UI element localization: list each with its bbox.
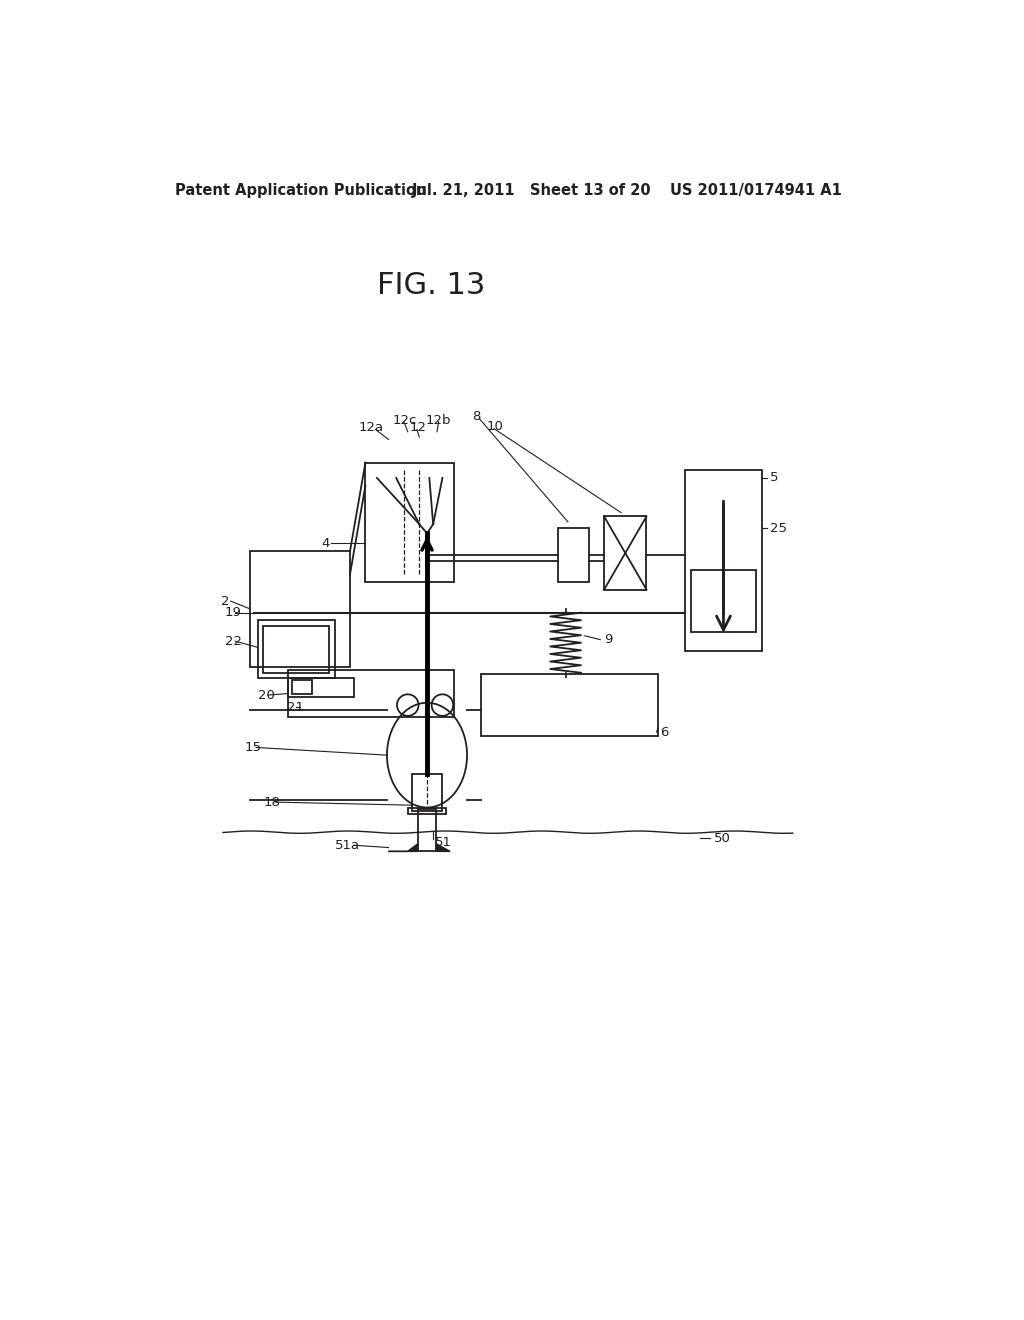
- Text: 51: 51: [435, 836, 452, 849]
- Bar: [691, 570, 756, 632]
- Bar: [366, 462, 454, 582]
- Text: 6: 6: [660, 726, 669, 739]
- Text: 21: 21: [287, 701, 304, 714]
- Bar: [481, 675, 658, 737]
- Bar: [558, 528, 589, 582]
- Text: US 2011/0174941 A1: US 2011/0174941 A1: [670, 183, 842, 198]
- Text: 19: 19: [224, 606, 242, 619]
- Text: 5: 5: [770, 471, 778, 484]
- Bar: [418, 809, 436, 851]
- Text: 15: 15: [245, 741, 261, 754]
- Text: 50: 50: [714, 832, 731, 845]
- Text: 12c: 12c: [392, 413, 417, 426]
- Bar: [413, 775, 441, 812]
- Bar: [292, 681, 311, 694]
- Text: 9: 9: [604, 634, 612, 647]
- Text: 4: 4: [322, 537, 330, 550]
- Text: 10: 10: [486, 420, 503, 433]
- Polygon shape: [436, 843, 451, 851]
- Text: 22: 22: [224, 635, 242, 648]
- Bar: [408, 808, 446, 814]
- Text: 20: 20: [258, 689, 274, 702]
- Bar: [289, 671, 454, 717]
- Text: 51a: 51a: [335, 838, 359, 851]
- Text: 12b: 12b: [425, 413, 451, 426]
- Bar: [685, 470, 762, 651]
- Text: 12a: 12a: [358, 421, 384, 434]
- Text: 8: 8: [472, 409, 480, 422]
- Bar: [604, 516, 646, 590]
- Text: Jul. 21, 2011   Sheet 13 of 20: Jul. 21, 2011 Sheet 13 of 20: [412, 183, 651, 198]
- Polygon shape: [388, 843, 418, 851]
- Text: FIG. 13: FIG. 13: [377, 271, 485, 300]
- Bar: [289, 678, 354, 697]
- Text: 2: 2: [221, 594, 230, 607]
- Bar: [258, 620, 335, 678]
- Bar: [250, 552, 350, 667]
- Text: Patent Application Publication: Patent Application Publication: [175, 183, 427, 198]
- Text: 18: 18: [264, 796, 281, 809]
- Bar: [263, 626, 330, 673]
- Text: 12: 12: [410, 421, 426, 434]
- Text: 25: 25: [770, 521, 786, 535]
